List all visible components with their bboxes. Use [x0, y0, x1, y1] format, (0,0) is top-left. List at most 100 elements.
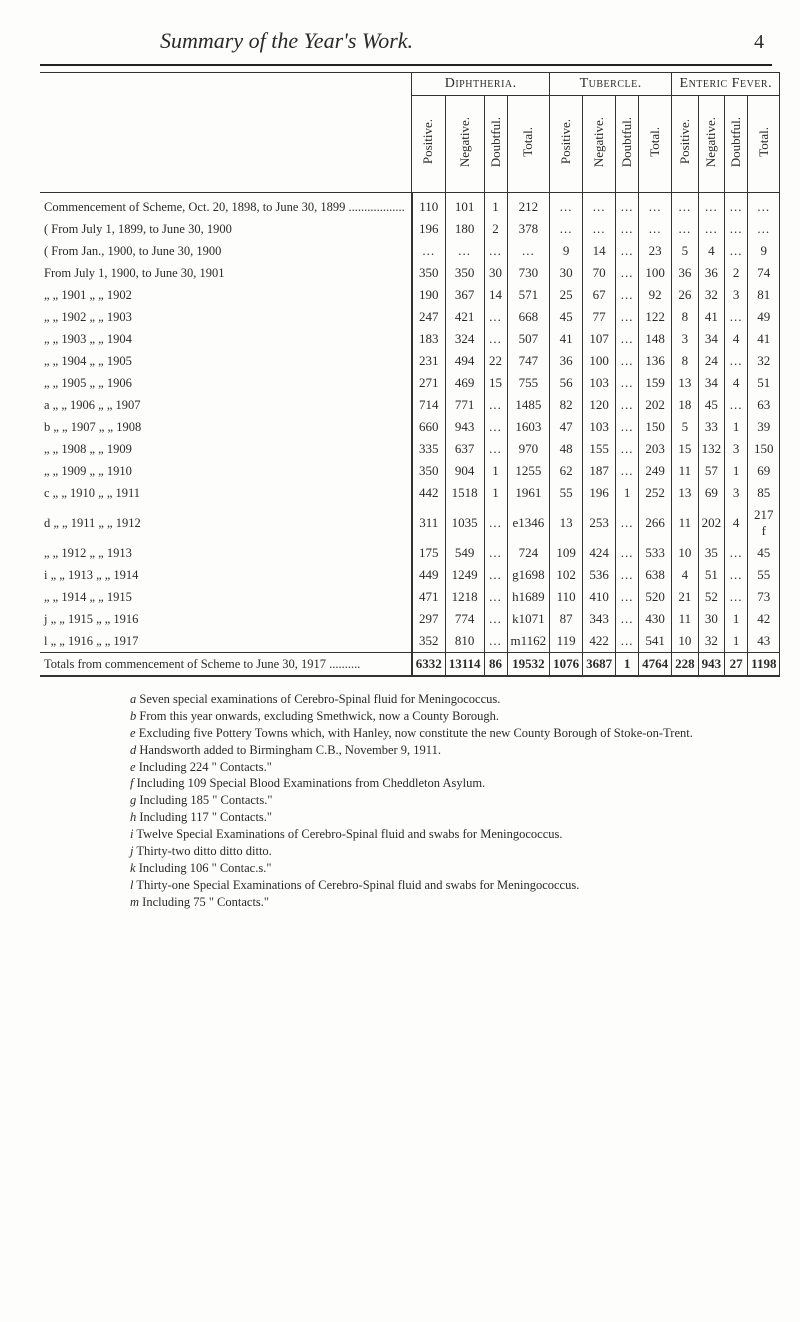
cell: ...	[672, 218, 699, 240]
cell: 724	[507, 542, 550, 564]
cell: 24	[698, 350, 725, 372]
cell: 122	[639, 306, 672, 328]
cell: 11	[672, 504, 699, 542]
cell: 77	[583, 306, 616, 328]
cell: 23	[639, 240, 672, 262]
group-enteric: Enteric Fever.	[672, 73, 780, 96]
cell: 13	[550, 504, 583, 542]
cell: 110	[550, 586, 583, 608]
cell: 422	[583, 630, 616, 653]
cell: 45	[698, 394, 725, 416]
cell: 469	[445, 372, 484, 394]
col-total: Total.	[639, 96, 672, 193]
cell: 430	[639, 608, 672, 630]
cell: 212	[507, 193, 550, 219]
cell: 266	[639, 504, 672, 542]
row-label: j „ „ 1915 „ „ 1916	[40, 608, 412, 630]
cell: ...	[445, 240, 484, 262]
cell: 202	[698, 504, 725, 542]
cell: 51	[698, 564, 725, 586]
col-positive: Positive.	[672, 96, 699, 193]
table-row: „ „ 1902 „ „ 1903247421...6684577...1228…	[40, 306, 780, 328]
cell: 352	[412, 630, 446, 653]
col-doubtful: Doubtful.	[725, 96, 748, 193]
cell: 228	[672, 653, 699, 677]
cell: 30	[484, 262, 507, 284]
cell: 35	[698, 542, 725, 564]
table-row: Commencement of Scheme, Oct. 20, 1898, t…	[40, 193, 780, 219]
cell: 150	[748, 438, 780, 460]
cell: 730	[507, 262, 550, 284]
row-label: b „ „ 1907 „ „ 1908	[40, 416, 412, 438]
cell: 571	[507, 284, 550, 306]
cell: 1076	[550, 653, 583, 677]
cell: ...	[484, 630, 507, 653]
cell: ...	[616, 460, 639, 482]
table-row: c „ „ 1910 „ „ 1911442151811961551961252…	[40, 482, 780, 504]
cell: 74	[748, 262, 780, 284]
cell: 14	[484, 284, 507, 306]
cell: 3	[725, 438, 748, 460]
cell: ...	[484, 586, 507, 608]
cell: 32	[698, 284, 725, 306]
summary-table: Diphtheria. Tubercle. Enteric Fever. Pos…	[40, 72, 780, 677]
cell: 82	[550, 394, 583, 416]
cell: 6332	[412, 653, 446, 677]
cell: 324	[445, 328, 484, 350]
row-label: ( From Jan., 1900, to June 30, 1900	[40, 240, 412, 262]
cell: 271	[412, 372, 446, 394]
cell: 49	[748, 306, 780, 328]
cell: ...	[484, 564, 507, 586]
footnote-line: e Including 224 " Contacts."	[130, 759, 762, 776]
cell: ...	[616, 564, 639, 586]
cell: 533	[639, 542, 672, 564]
cell: 33	[698, 416, 725, 438]
cell: 1518	[445, 482, 484, 504]
cell: ...	[484, 394, 507, 416]
cell: 22	[484, 350, 507, 372]
cell: 42	[748, 608, 780, 630]
cell: 57	[698, 460, 725, 482]
cell: 81	[748, 284, 780, 306]
cell: 47	[550, 416, 583, 438]
cell: ...	[583, 193, 616, 219]
cell: 51	[748, 372, 780, 394]
cell: ...	[484, 328, 507, 350]
cell: ...	[725, 564, 748, 586]
cell: ...	[412, 240, 446, 262]
cell: 34	[698, 328, 725, 350]
cell: 100	[639, 262, 672, 284]
cell: 41	[698, 306, 725, 328]
cell: 36	[672, 262, 699, 284]
cell: 1249	[445, 564, 484, 586]
cell: ...	[550, 193, 583, 219]
col-total: Total.	[748, 96, 780, 193]
cell: 41	[748, 328, 780, 350]
cell: 11	[672, 460, 699, 482]
page-title: Summary of the Year's Work.	[160, 28, 413, 54]
row-label: l „ „ 1916 „ „ 1917	[40, 630, 412, 653]
cell: 4	[698, 240, 725, 262]
cell: 13	[672, 482, 699, 504]
cell: 747	[507, 350, 550, 372]
cell: 32	[748, 350, 780, 372]
table-body: Commencement of Scheme, Oct. 20, 1898, t…	[40, 193, 780, 677]
cell: ...	[550, 218, 583, 240]
cell: 15	[672, 438, 699, 460]
cell: ...	[616, 262, 639, 284]
cell: 183	[412, 328, 446, 350]
cell: ...	[484, 306, 507, 328]
cell: ...	[616, 218, 639, 240]
cell: 3	[672, 328, 699, 350]
cell: 14	[583, 240, 616, 262]
row-label: a „ „ 1906 „ „ 1907	[40, 394, 412, 416]
footnote-line: j Thirty-two ditto ditto ditto.	[130, 843, 762, 860]
cell: ...	[616, 542, 639, 564]
cell: 507	[507, 328, 550, 350]
cell: 10	[672, 630, 699, 653]
cell: ...	[725, 240, 748, 262]
cell: 73	[748, 586, 780, 608]
cell: 52	[698, 586, 725, 608]
cell: ...	[748, 193, 780, 219]
table-head: Diphtheria. Tubercle. Enteric Fever. Pos…	[40, 73, 780, 193]
